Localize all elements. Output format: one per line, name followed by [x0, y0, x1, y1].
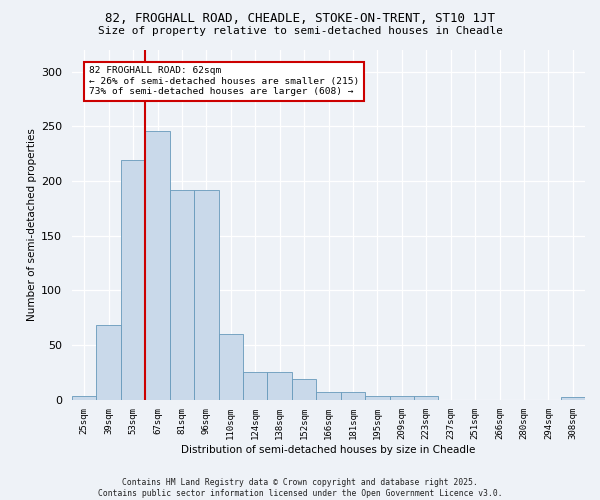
- Bar: [560, 398, 585, 400]
- Bar: [341, 392, 365, 400]
- Bar: [97, 326, 121, 400]
- Bar: [292, 379, 316, 400]
- Text: 82, FROGHALL ROAD, CHEADLE, STOKE-ON-TRENT, ST10 1JT: 82, FROGHALL ROAD, CHEADLE, STOKE-ON-TRE…: [105, 12, 495, 26]
- Text: Contains HM Land Registry data © Crown copyright and database right 2025.
Contai: Contains HM Land Registry data © Crown c…: [98, 478, 502, 498]
- Bar: [194, 190, 218, 400]
- Bar: [121, 160, 145, 400]
- Bar: [243, 372, 268, 400]
- Text: Size of property relative to semi-detached houses in Cheadle: Size of property relative to semi-detach…: [97, 26, 503, 36]
- Bar: [316, 392, 341, 400]
- Bar: [365, 396, 389, 400]
- X-axis label: Distribution of semi-detached houses by size in Cheadle: Distribution of semi-detached houses by …: [181, 445, 476, 455]
- Bar: [170, 190, 194, 400]
- Bar: [72, 396, 97, 400]
- Text: 82 FROGHALL ROAD: 62sqm
← 26% of semi-detached houses are smaller (215)
73% of s: 82 FROGHALL ROAD: 62sqm ← 26% of semi-de…: [89, 66, 359, 96]
- Bar: [414, 396, 439, 400]
- Bar: [389, 396, 414, 400]
- Y-axis label: Number of semi-detached properties: Number of semi-detached properties: [27, 128, 37, 321]
- Bar: [145, 131, 170, 400]
- Bar: [268, 372, 292, 400]
- Bar: [218, 334, 243, 400]
